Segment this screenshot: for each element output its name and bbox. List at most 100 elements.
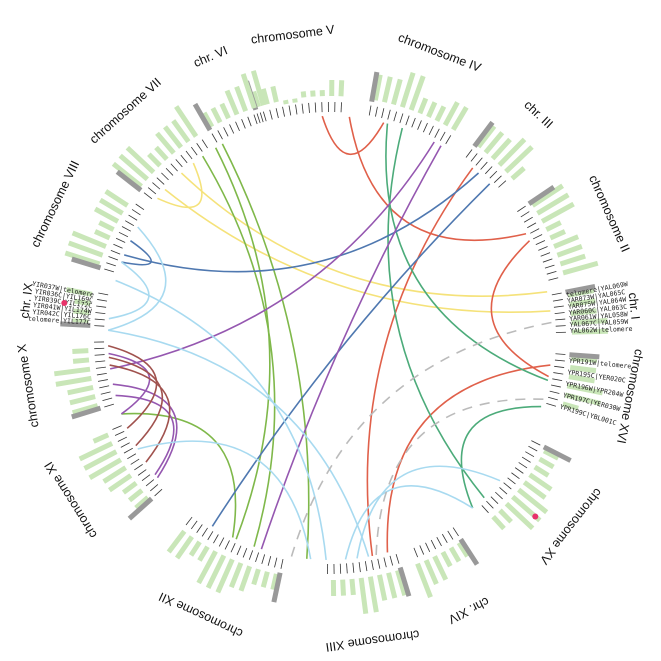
tick (495, 491, 503, 500)
tick (553, 372, 564, 375)
tick (94, 318, 105, 321)
tick (452, 527, 459, 537)
tick (523, 216, 533, 223)
telomere-bar (542, 444, 572, 463)
link (386, 364, 551, 553)
tick (190, 146, 198, 156)
gene-bar (72, 357, 90, 364)
tick (554, 312, 565, 314)
tick (125, 220, 135, 227)
link (157, 162, 203, 209)
chromosome-label: chr. III (521, 98, 555, 131)
tick (484, 166, 493, 175)
link (108, 352, 151, 415)
gene-bar (417, 97, 429, 115)
gene-bar (224, 89, 240, 116)
gene-bar (395, 569, 408, 597)
gene-bar (340, 579, 346, 596)
gene-bar (238, 565, 252, 592)
gene-bar (92, 432, 110, 444)
gene-bar (83, 449, 118, 471)
link (221, 143, 310, 559)
tick (112, 425, 122, 430)
gene-bar (570, 308, 597, 317)
gene-bar (483, 131, 505, 155)
tick (235, 121, 240, 132)
gene-bar (456, 541, 470, 558)
tick (301, 103, 304, 114)
tick (489, 170, 498, 179)
link (201, 155, 276, 547)
gene-bar (510, 166, 526, 181)
telomere-bar (527, 184, 556, 206)
gene-bar (536, 192, 570, 216)
gene-bar (569, 365, 597, 374)
gene-bar (196, 550, 218, 585)
marker (532, 513, 539, 520)
gene-bar (415, 562, 433, 599)
gene-bar (98, 197, 124, 216)
gene-bar (219, 102, 231, 120)
tick (430, 539, 437, 550)
tick (123, 447, 133, 454)
chromosome-label: chromosome IV (396, 30, 483, 75)
gene-bar (174, 535, 194, 560)
tick (425, 542, 431, 553)
chromosome: telomere|YAL069WYAR073W|YAL065CYAR075W|Y… (551, 280, 642, 335)
chromosome-label: chromosome XIII (325, 627, 421, 654)
tick (547, 396, 558, 401)
tick (269, 109, 273, 120)
chromosome: telomere|YIL177CYIR042C|YIL176CYIR041W|Y… (17, 280, 109, 328)
gene-bar (98, 220, 115, 232)
gene-bar (71, 230, 107, 249)
tick (389, 555, 394, 566)
chromosome-label: chr. VI (192, 43, 230, 70)
tick (95, 360, 106, 363)
tick (364, 561, 368, 572)
chromosome-label: chr. IX (17, 282, 35, 320)
tick (499, 487, 508, 495)
link (137, 440, 312, 560)
gene-bar (367, 576, 379, 613)
gene-bar (251, 90, 261, 108)
tick (165, 167, 174, 176)
gene-bar (292, 98, 298, 103)
tick (230, 542, 236, 553)
telomere-bar (569, 352, 600, 360)
gene-bar (102, 465, 128, 484)
gene-bar (382, 76, 393, 103)
gene-bar (549, 229, 566, 241)
tick (185, 516, 193, 526)
tick (490, 496, 499, 504)
tick (527, 222, 537, 229)
tick (94, 325, 105, 327)
tick (413, 547, 419, 558)
tick (555, 353, 566, 355)
telomere-bar (565, 284, 596, 295)
tick (229, 124, 235, 134)
gene-label: YAL067C|YAL059W (569, 318, 628, 329)
gene-bar (163, 125, 183, 149)
gene-bar (338, 80, 345, 97)
tick (551, 292, 562, 296)
tick (213, 534, 219, 544)
tick (447, 530, 454, 540)
chromosome: chromosome X (14, 341, 114, 428)
gene-bar (234, 85, 248, 113)
gene-bar (240, 73, 257, 109)
tick (288, 105, 292, 116)
link (108, 356, 164, 447)
tick (498, 180, 507, 188)
link (214, 147, 271, 540)
tick (217, 130, 223, 140)
gene-bar (171, 119, 191, 144)
gene-bar (134, 495, 150, 510)
gene-bar (73, 308, 90, 316)
tick (531, 440, 541, 446)
tick (118, 231, 129, 238)
link (121, 240, 152, 266)
gene-bar (205, 554, 227, 589)
link (211, 183, 491, 527)
tick (108, 256, 119, 261)
